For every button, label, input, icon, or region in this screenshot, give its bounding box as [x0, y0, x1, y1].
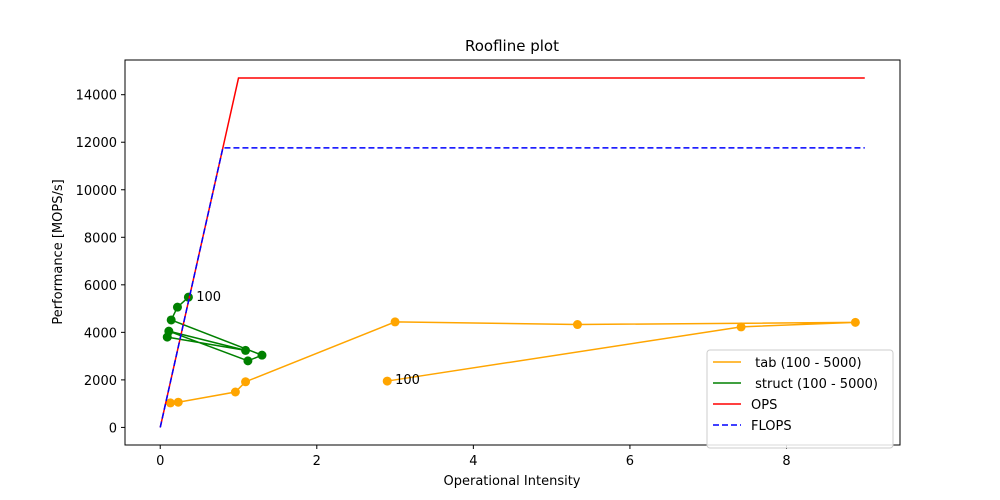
y-tick-label: 10000 — [76, 184, 117, 199]
data-point-struct-100-5000-3 — [257, 350, 267, 360]
x-tick-label: 2 — [313, 454, 321, 469]
annotation-0: 100 — [196, 290, 221, 305]
legend: tab (100 - 5000) struct (100 - 5000) OPS F… — [706, 349, 894, 449]
x-axis-label: Operational Intensity — [444, 474, 581, 489]
data-point-tab-100-5000-0 — [382, 376, 392, 386]
y-axis: 0 2000 4000 6000 8000 10000 12000 14000 — [76, 89, 125, 436]
annotation-1: 100 — [395, 373, 420, 388]
legend-label-tab-100-5000: tab (100 - 5000) — [751, 356, 862, 371]
data-point-tab-100-5000-4 — [390, 317, 400, 327]
y-tick-label: 2000 — [84, 374, 117, 389]
data-point-struct-100-5000-7 — [162, 332, 172, 342]
y-tick-label: 8000 — [84, 231, 117, 246]
y-tick-label: 14000 — [76, 89, 117, 104]
data-point-tab-100-5000-2 — [850, 317, 860, 327]
x-tick-label: 8 — [782, 454, 790, 469]
data-point-tab-100-5000-6 — [230, 387, 240, 397]
series-line-flops — [159, 147, 865, 428]
data-point-struct-100-5000-6 — [241, 345, 251, 355]
legend-label-flops: FLOPS — [751, 419, 792, 434]
y-tick-label: 6000 — [84, 279, 117, 294]
legend-frame — [706, 349, 894, 449]
x-tick-label: 6 — [626, 454, 634, 469]
x-tick-label: 4 — [469, 454, 477, 469]
data-point-struct-100-5000-2 — [166, 315, 176, 325]
y-tick-label: 0 — [109, 421, 117, 436]
data-point-tab-100-5000-1 — [736, 322, 746, 332]
data-point-tab-100-5000-3 — [572, 320, 582, 330]
legend-label-ops: OPS — [751, 398, 777, 413]
data-point-tab-100-5000-8 — [165, 398, 175, 408]
x-tick-label: 0 — [156, 454, 164, 469]
plot-area: 100 100 — [159, 77, 865, 428]
data-point-tab-100-5000-7 — [173, 397, 183, 407]
legend-label-struct-100-5000: struct (100 - 5000) — [751, 377, 878, 392]
y-tick-label: 4000 — [84, 326, 117, 341]
chart-title: Roofline plot — [465, 37, 559, 55]
plot-frame — [124, 59, 901, 446]
y-axis-label: Performance [MOPS/s] — [51, 179, 66, 324]
x-axis: 0 2 4 6 8 — [156, 445, 791, 469]
y-tick-label: 12000 — [76, 136, 117, 151]
data-point-struct-100-5000-4 — [243, 356, 253, 366]
data-point-struct-100-5000-1 — [172, 302, 182, 312]
data-point-tab-100-5000-5 — [241, 377, 251, 387]
